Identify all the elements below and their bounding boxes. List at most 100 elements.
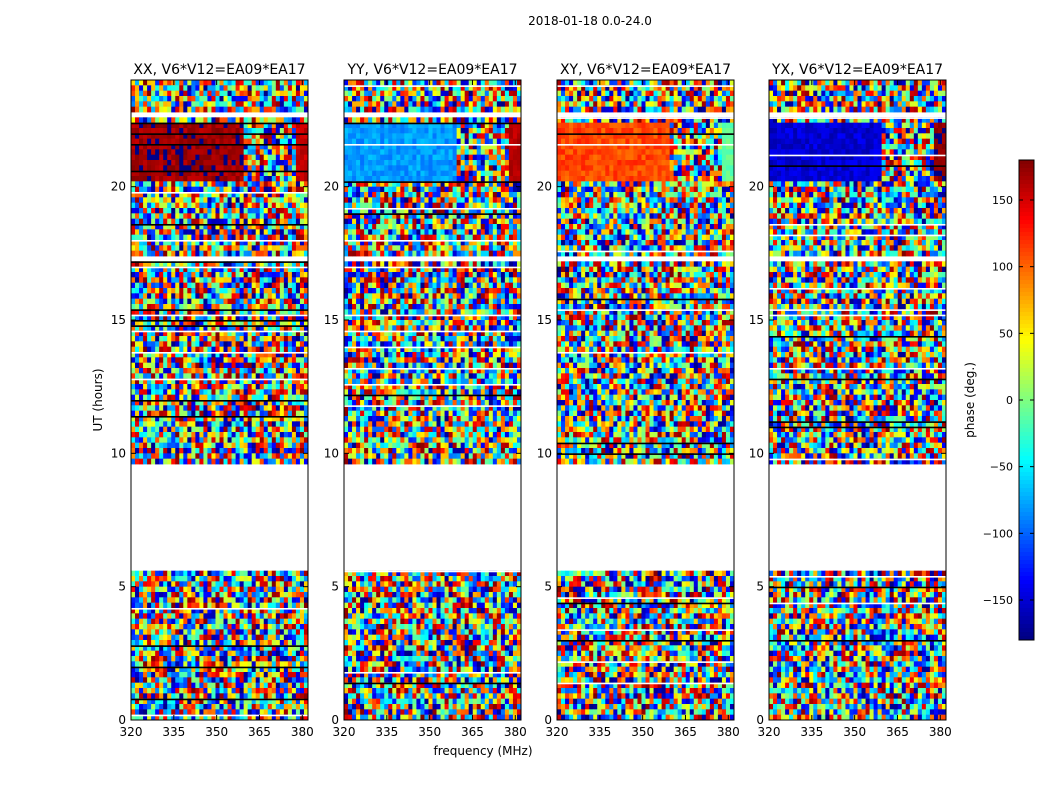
phase-cell — [480, 122, 486, 129]
phase-cell — [271, 346, 277, 353]
phase-cell — [163, 698, 168, 705]
phase-cell — [235, 234, 241, 241]
phase-cell — [187, 181, 192, 188]
phase-cell — [147, 432, 152, 438]
phase-cell — [255, 128, 261, 134]
phase-cell — [476, 106, 482, 113]
phase-cell — [412, 154, 417, 161]
phase-cell — [187, 96, 192, 102]
phase-cell — [135, 160, 140, 166]
phase-cell — [223, 693, 228, 700]
phase-cell — [159, 378, 164, 385]
phase-cell — [215, 149, 220, 156]
phase-cell — [135, 613, 140, 620]
phase-cell — [203, 122, 208, 129]
phase-cell — [271, 186, 277, 193]
phase-cell — [219, 170, 224, 177]
phase-cell — [223, 240, 228, 246]
phase-cell — [424, 154, 429, 161]
phase-cell — [175, 197, 180, 204]
phase-cell — [191, 709, 196, 716]
phase-cell — [480, 106, 486, 113]
phase-cell — [199, 250, 204, 257]
phase-cell — [223, 416, 228, 422]
phase-cell — [428, 138, 433, 145]
phase-cell — [432, 117, 437, 124]
phase-cell — [287, 106, 293, 113]
phase-cell — [279, 613, 285, 620]
phase-cell — [227, 288, 232, 294]
phase-cell — [147, 202, 152, 209]
phase-cell — [171, 138, 176, 145]
phase-cell — [155, 672, 160, 678]
phase-cell — [299, 213, 305, 220]
phase-cell — [456, 144, 462, 150]
phase-cell — [464, 85, 470, 92]
phase-cell — [295, 213, 301, 220]
phase-cell — [295, 378, 301, 385]
phase-cell — [344, 117, 349, 124]
phase-cell — [283, 640, 289, 646]
phase-cell — [155, 101, 160, 108]
phase-cell — [131, 586, 136, 593]
phase-cell — [135, 90, 140, 97]
phase-cell — [287, 149, 293, 156]
phase-cell — [291, 165, 297, 172]
phase-cell — [167, 128, 172, 134]
phase-cell — [275, 576, 281, 582]
phase-cell — [191, 410, 196, 417]
phase-cell — [183, 202, 188, 209]
phase-cell — [279, 629, 285, 636]
phase-cell — [259, 586, 265, 593]
phase-cell — [191, 138, 196, 145]
phase-cell — [299, 320, 305, 326]
phase-cell — [303, 224, 308, 230]
phase-cell — [227, 613, 232, 620]
phase-cell — [275, 629, 281, 636]
phase-cell — [291, 154, 297, 161]
phase-cell — [279, 432, 285, 438]
phase-cell — [175, 298, 180, 305]
phase-cell — [243, 229, 249, 236]
phase-cell — [291, 592, 297, 598]
phase-cell — [207, 416, 212, 422]
phase-cell — [227, 144, 232, 150]
phase-cell — [247, 234, 253, 241]
phase-cell — [163, 618, 168, 625]
phase-cell — [179, 421, 184, 428]
phase-cell — [392, 149, 397, 156]
phase-cell — [303, 597, 308, 604]
phase-cell — [500, 122, 506, 129]
phase-cell — [171, 288, 176, 294]
phase-cell — [159, 208, 164, 214]
phase-cell — [251, 320, 257, 326]
phase-cell — [500, 138, 506, 145]
phase-cell — [239, 117, 245, 124]
phase-cell — [227, 698, 232, 705]
phase-cell — [183, 277, 188, 284]
phase-cell — [179, 645, 184, 652]
phase-cell — [219, 133, 224, 140]
phase-cell — [155, 213, 160, 220]
phase-cell — [215, 90, 220, 97]
phase-cell — [155, 160, 160, 166]
phase-cell — [139, 640, 144, 646]
phase-cell — [295, 426, 301, 433]
phase-cell — [191, 570, 196, 577]
phase-cell — [147, 661, 152, 668]
phase-cell — [187, 330, 192, 337]
phase-cell — [299, 378, 305, 385]
phase-cell — [295, 122, 301, 129]
phase-cell — [243, 698, 249, 705]
phase-cell — [187, 165, 192, 172]
phase-cell — [167, 650, 172, 657]
phase-cell — [219, 581, 224, 588]
phase-cell — [271, 240, 277, 246]
phase-cell — [299, 618, 305, 625]
phase-cell — [476, 90, 482, 97]
phase-cell — [143, 341, 148, 348]
phase-cell — [195, 330, 200, 337]
phase-cell — [231, 672, 236, 678]
phase-cell — [163, 373, 168, 380]
phase-cell — [151, 85, 156, 92]
